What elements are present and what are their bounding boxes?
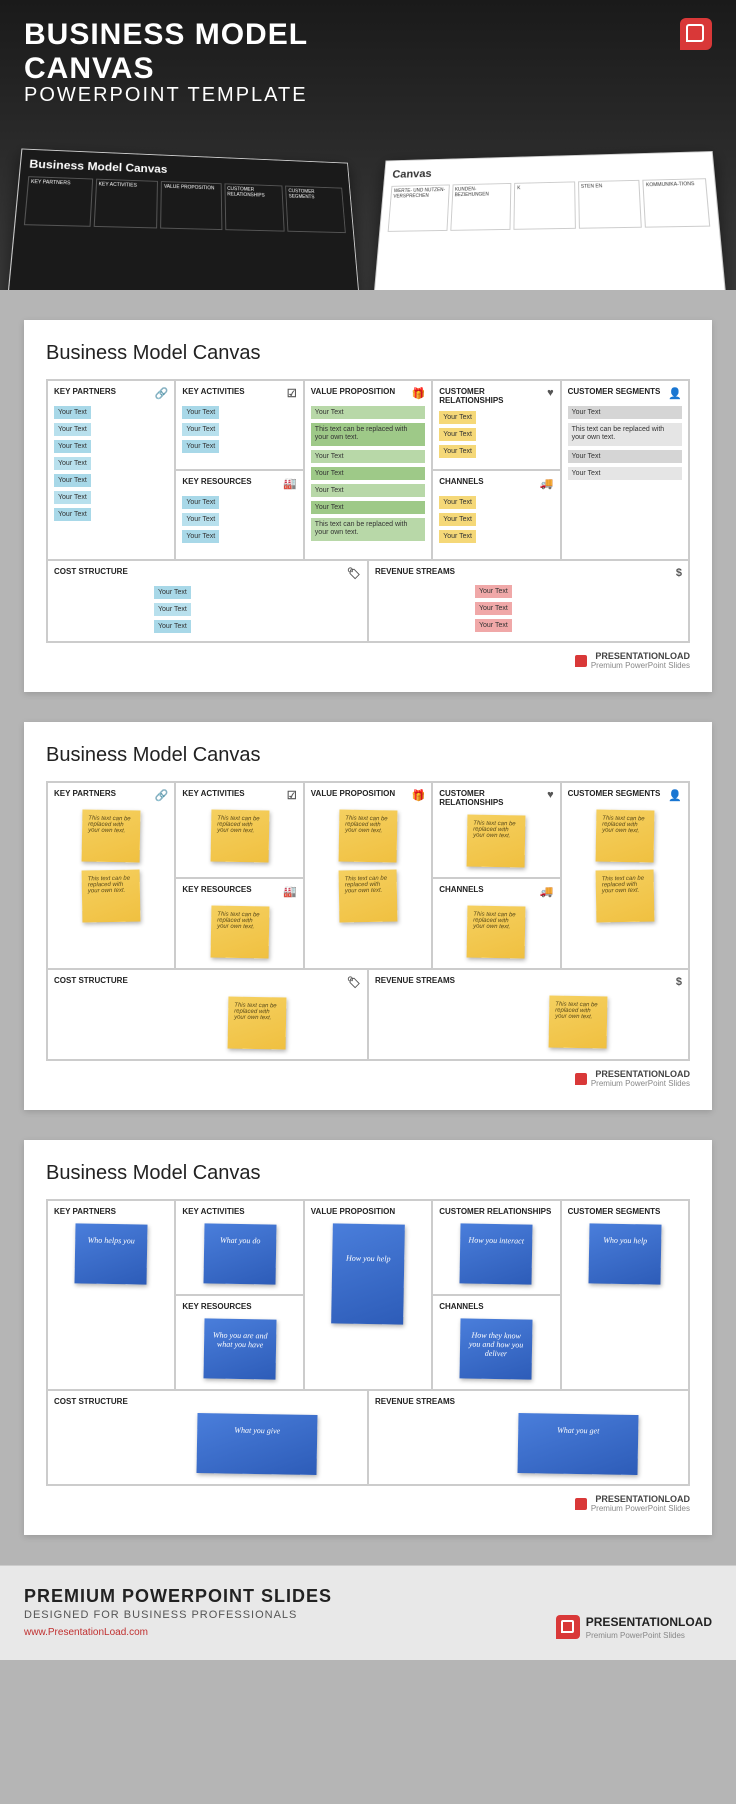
hero-banner: BUSINESS MODELCANVAS POWERPOINT TEMPLATE… — [0, 0, 736, 290]
truck-icon: 🚚 — [540, 477, 554, 490]
gift-icon: 🎁 — [411, 789, 425, 802]
hero-previews: Business Model Canvas KEY PARTNERSKEY AC… — [20, 150, 716, 290]
slide-3-stickies-blue: Business Model Canvas KEY PARTNERSWho he… — [24, 1140, 712, 1535]
person-icon: 👤 — [668, 387, 682, 400]
brand-mini-logo-icon — [575, 1498, 587, 1510]
brand-mini-logo-icon — [575, 655, 587, 667]
heart-icon: ♥ — [547, 387, 554, 399]
text-bar: Your Text — [54, 406, 91, 419]
cell-customer-relationships: CUSTOMER RELATIONSHIPSHow you interact — [432, 1200, 560, 1295]
cell-cost-structure: COST STRUCTUREWhat you give — [47, 1390, 368, 1485]
cell-cost-structure: COST STRUCTURE🏷This text can be replaced… — [47, 969, 368, 1060]
brand-mini-logo-icon — [575, 1073, 587, 1085]
slide-title: Business Model Canvas — [46, 744, 690, 767]
cell-channels: CHANNELSHow they know you and how you de… — [432, 1295, 560, 1390]
brand-logo-icon — [556, 1615, 580, 1639]
hero-preview-light: Canvas WERTE- UND NUTZEN-VERSPRECHENKUND… — [370, 151, 729, 290]
cell-value-proposition: VALUE PROPOSITION🎁 Your Text This text c… — [304, 380, 432, 560]
tag-icon: 🏷 — [347, 976, 361, 989]
cell-value-proposition: VALUE PROPOSITION🎁This text can be repla… — [304, 782, 432, 969]
brand-footer: PRESENTATIONLOADPremium PowerPoint Slide… — [46, 1069, 690, 1088]
cell-key-resources: KEY RESOURCES🏭 Your Text Your Text Your … — [175, 470, 303, 560]
sticky-note: This text can be replaced with your own … — [82, 809, 141, 862]
cell-customer-segments: CUSTOMER SEGMENTSWho you help — [561, 1200, 689, 1390]
cell-key-partners: KEY PARTNERSWho helps you — [47, 1200, 175, 1390]
brand-logo-icon — [680, 18, 712, 50]
hero-title: BUSINESS MODELCANVAS — [24, 18, 712, 86]
footer-heading: PREMIUM POWERPOINT SLIDES — [24, 1586, 332, 1607]
brand-footer: PRESENTATIONLOADPremium PowerPoint Slide… — [46, 1494, 690, 1513]
tag-icon: 🏷 — [347, 567, 361, 580]
hero-preview-dark: Business Model Canvas KEY PARTNERSKEY AC… — [4, 149, 363, 290]
canvas-grid: KEY PARTNERS🔗 Your Text Your Text Your T… — [46, 379, 690, 643]
heart-icon: ♥ — [547, 789, 554, 801]
dollar-icon: $ — [676, 976, 682, 988]
cell-key-activities: KEY ACTIVITIES☑ Your Text Your Text Your… — [175, 380, 303, 470]
slide-title: Business Model Canvas — [46, 342, 690, 365]
brand-footer: PRESENTATIONLOADPremium PowerPoint Slide… — [46, 651, 690, 670]
gift-icon: 🎁 — [411, 387, 425, 400]
link-icon: 🔗 — [155, 789, 169, 802]
hero-subtitle: POWERPOINT TEMPLATE — [24, 84, 712, 107]
cell-revenue-streams: REVENUE STREAMSWhat you get — [368, 1390, 689, 1485]
truck-icon: 🚚 — [540, 885, 554, 898]
footer-link[interactable]: www.PresentationLoad.com — [24, 1627, 148, 1638]
cell-revenue-streams: REVENUE STREAMS$ Your Text Your Text You… — [368, 560, 689, 642]
canvas-grid: KEY PARTNERSWho helps you KEY ACTIVITIES… — [46, 1199, 690, 1486]
slide-title: Business Model Canvas — [46, 1162, 690, 1185]
check-icon: ☑ — [287, 387, 297, 400]
slide-1-bars: Business Model Canvas KEY PARTNERS🔗 Your… — [24, 320, 712, 692]
factory-icon: 🏭 — [283, 477, 297, 490]
page-footer: PREMIUM POWERPOINT SLIDES DESIGNED FOR B… — [0, 1565, 736, 1660]
cell-revenue-streams: REVENUE STREAMS$This text can be replace… — [368, 969, 689, 1060]
cell-channels: CHANNELS🚚This text can be replaced with … — [432, 878, 560, 969]
footer-brand: PRESENTATIONLOADPremium PowerPoint Slide… — [556, 1613, 712, 1640]
cell-key-partners: KEY PARTNERS🔗This text can be replaced w… — [47, 782, 175, 969]
link-icon: 🔗 — [155, 387, 169, 400]
cell-value-proposition: VALUE PROPOSITIONHow you help — [304, 1200, 432, 1390]
cell-cost-structure: COST STRUCTURE🏷 Your Text Your Text Your… — [47, 560, 368, 642]
cell-customer-segments: CUSTOMER SEGMENTS👤This text can be repla… — [561, 782, 689, 969]
cell-channels: CHANNELS🚚 Your Text Your Text Your Text — [432, 470, 560, 560]
cell-key-resources: KEY RESOURCES🏭This text can be replaced … — [175, 878, 303, 969]
sticky-note-blue: Who helps you — [75, 1223, 148, 1284]
footer-sub: DESIGNED FOR BUSINESS PROFESSIONALS — [24, 1609, 332, 1621]
cell-key-activities: KEY ACTIVITIESWhat you do — [175, 1200, 303, 1295]
person-icon: 👤 — [668, 789, 682, 802]
cell-customer-relationships: CUSTOMER RELATIONSHIPS♥ Your Text Your T… — [432, 380, 560, 470]
cell-key-resources: KEY RESOURCESWho you are and what you ha… — [175, 1295, 303, 1390]
dollar-icon: $ — [676, 567, 682, 579]
factory-icon: 🏭 — [283, 885, 297, 898]
check-icon: ☑ — [287, 789, 297, 802]
slide-2-stickies-yellow: Business Model Canvas KEY PARTNERS🔗This … — [24, 722, 712, 1110]
cell-customer-relationships: CUSTOMER RELATIONSHIPS♥This text can be … — [432, 782, 560, 878]
canvas-grid: KEY PARTNERS🔗This text can be replaced w… — [46, 781, 690, 1061]
cell-key-partners: KEY PARTNERS🔗 Your Text Your Text Your T… — [47, 380, 175, 560]
cell-key-activities: KEY ACTIVITIES☑This text can be replaced… — [175, 782, 303, 878]
cell-customer-segments: CUSTOMER SEGMENTS👤 Your Text This text c… — [561, 380, 689, 560]
